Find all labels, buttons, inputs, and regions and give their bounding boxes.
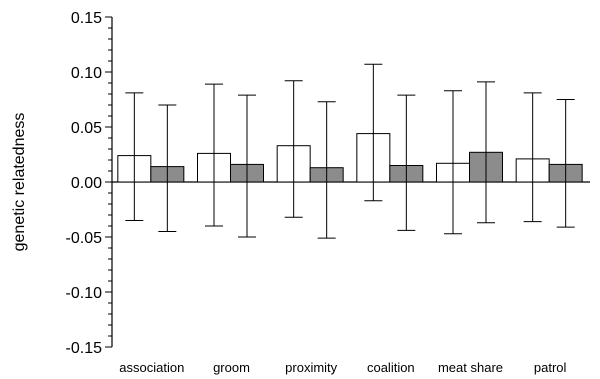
error-bars <box>125 63 575 239</box>
y-tick-label: 0.15 <box>71 10 102 27</box>
bars <box>117 133 583 183</box>
y-axis: 0.15 0.10 0.05 0.00 -0.05 -0.10 -0.15 <box>66 10 590 357</box>
x-category-label: meat share <box>438 360 503 375</box>
y-axis-title: genetic relatedness <box>11 113 28 252</box>
x-category-label: coalition <box>367 360 415 375</box>
y-tick-label: -0.10 <box>66 285 103 302</box>
y-tick-label: 0.05 <box>71 120 102 137</box>
x-axis-labels: association groom proximity coalition meat s… <box>119 360 566 375</box>
y-tick-label: 0.00 <box>71 175 102 192</box>
x-category-label: patrol <box>534 360 567 375</box>
x-category-label: groom <box>213 360 250 375</box>
x-category-label: proximity <box>285 360 338 375</box>
y-tick-label: -0.05 <box>66 230 103 247</box>
y-tick-label: 0.10 <box>71 65 102 82</box>
x-category-label: association <box>119 360 184 375</box>
y-tick-label: -0.15 <box>66 340 103 357</box>
